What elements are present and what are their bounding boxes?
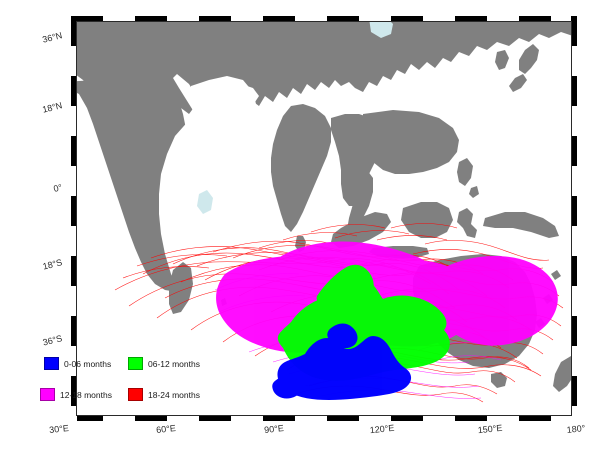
- legend-item-0-06-months: 0-06 months: [44, 357, 111, 370]
- x-tick-label-30e: 30°E: [48, 423, 70, 435]
- y-tick-label-18s: 18°S: [41, 257, 64, 272]
- y-tick-label-0: 0°: [52, 182, 64, 194]
- x-tick-label-120e: 120°E: [369, 422, 395, 436]
- legend-label-18-24-months: 18-24 months: [148, 389, 200, 400]
- y-tick-label-18n: 18°N: [41, 100, 64, 115]
- red-swatch: [128, 388, 143, 401]
- y-tick-label-36s: 36°S: [41, 333, 64, 348]
- legend-label-0-06-months: 0-06 months: [64, 358, 112, 369]
- page-title: STUDY PREDICTED PATHWAY OF DEBRIS: [0, 0, 600, 4]
- lake-group: [197, 22, 393, 214]
- x-tick-label-180: 180°: [566, 423, 586, 435]
- x-tick-label-150e: 150°E: [477, 422, 503, 436]
- legend-item-12-18-months: 12-18 months: [40, 388, 112, 401]
- map-frame-bottom: [71, 415, 577, 421]
- map-legend: 0-06 months 06-12 months 12-18 months 18…: [40, 355, 208, 407]
- debris-trajectory-0-06: [272, 323, 412, 400]
- blue-swatch: [44, 357, 59, 370]
- map-frame-top: [71, 16, 577, 22]
- map-plot-area: [73, 22, 575, 415]
- magenta-swatch: [40, 388, 55, 401]
- x-tick-label-90e: 90°E: [263, 423, 285, 435]
- map-svg: [73, 22, 575, 415]
- green-swatch: [128, 357, 143, 370]
- map-frame-outline: [76, 21, 572, 416]
- map-frame-right: [571, 16, 577, 421]
- x-tick-label-60e: 60°E: [155, 423, 177, 435]
- legend-label-12-18-months: 12-18 months: [60, 389, 112, 400]
- legend-item-18-24-months: 18-24 months: [128, 388, 200, 401]
- y-tick-label-36n: 36°N: [41, 30, 64, 45]
- map-frame-left: [71, 16, 77, 421]
- figure-title-strip: STUDY PREDICTED PATHWAY OF DEBRIS: [0, 0, 600, 7]
- legend-item-06-12-months: 06-12 months: [128, 357, 200, 370]
- legend-label-06-12-months: 06-12 months: [148, 358, 200, 369]
